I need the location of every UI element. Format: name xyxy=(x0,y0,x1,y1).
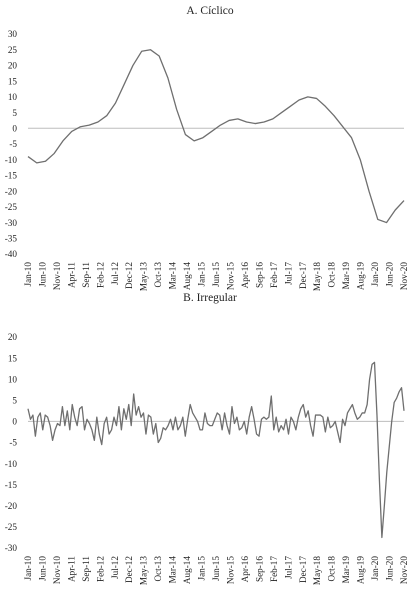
x-tick-label: Jan-20 xyxy=(370,262,380,287)
y-tick-label: -20 xyxy=(5,186,18,196)
x-tick-label: Oct-18 xyxy=(327,556,337,582)
x-tick-label: Dec-12 xyxy=(124,262,134,289)
x-tick-label: Sep-16 xyxy=(254,556,264,582)
x-tick-label: Mar-14 xyxy=(168,262,178,290)
y-tick-label: 20 xyxy=(8,61,18,71)
y-tick-label: 25 xyxy=(8,45,18,55)
x-tick-label: Mar-14 xyxy=(168,556,178,584)
x-tick-label: Jan-10 xyxy=(23,556,33,581)
x-tick-label: Jul-12 xyxy=(110,262,120,285)
x-tick-label: Feb-12 xyxy=(95,262,105,288)
y-tick-label: -10 xyxy=(5,155,18,165)
x-tick-label: Jun-20 xyxy=(385,556,395,581)
y-tick-label: -5 xyxy=(9,139,17,149)
y-tick-label: -25 xyxy=(5,522,18,532)
x-tick-label: Jan-20 xyxy=(370,556,380,581)
x-tick-label: Feb-17 xyxy=(269,556,279,582)
x-tick-label: Sep-11 xyxy=(81,262,91,288)
y-tick-label: 5 xyxy=(12,108,17,118)
series-line-cyclical xyxy=(27,49,405,224)
x-tick-label: Aug-19 xyxy=(356,262,366,290)
x-tick-label: Nov-15 xyxy=(226,556,236,584)
x-tick-label: May-18 xyxy=(312,556,322,585)
x-tick-label: Apr-11 xyxy=(66,556,76,582)
x-tick-label: Apr-16 xyxy=(240,262,250,289)
x-tick-label: Jun-10 xyxy=(38,262,48,287)
y-tick-label: -35 xyxy=(5,234,18,244)
series-line-irregular xyxy=(27,361,405,539)
x-axis-ticks: Jan-10 Jun-10 Nov-10 Apr-11 Sep-11 Feb-12 Jul-… xyxy=(23,556,409,586)
y-axis-ticks: 20 15 10 5 0 -5 -10 -15 -20 -25 -30 xyxy=(5,332,18,553)
x-tick-label: Oct-18 xyxy=(327,262,337,288)
x-tick-label: Jan-15 xyxy=(197,262,207,287)
y-tick-label: 10 xyxy=(8,92,18,102)
panel-cyclical: A. Cíclico 30 25 20 15 10 5 0 -5 -10 -15 -20 -25 -30… xyxy=(5,5,409,291)
x-tick-label: Aug-14 xyxy=(182,262,192,290)
x-tick-label: Nov-20 xyxy=(399,556,409,584)
y-tick-label: -15 xyxy=(5,171,18,181)
x-tick-label: Apr-11 xyxy=(66,262,76,288)
y-tick-label: -20 xyxy=(5,501,18,511)
x-tick-label: Jul-17 xyxy=(283,556,293,579)
chart-title: A. Cíclico xyxy=(186,5,234,17)
x-tick-label: May-18 xyxy=(312,262,322,291)
x-tick-label: Oct-13 xyxy=(153,556,163,582)
y-tick-label: 30 xyxy=(8,29,18,39)
y-tick-label: 20 xyxy=(8,332,18,342)
x-tick-label: Nov-10 xyxy=(52,556,62,584)
y-tick-label: -25 xyxy=(5,202,18,212)
y-tick-label: 10 xyxy=(8,374,18,384)
y-tick-label: 0 xyxy=(12,124,17,134)
x-tick-label: May-13 xyxy=(139,262,149,291)
x-tick-label: Aug-19 xyxy=(356,556,366,584)
y-tick-label: -15 xyxy=(5,480,18,490)
chart-title: B. Irregular xyxy=(183,292,237,304)
x-tick-label: Jun-10 xyxy=(38,556,48,581)
x-tick-label: Aug-14 xyxy=(182,556,192,584)
x-tick-label: Jul-12 xyxy=(110,556,120,579)
x-tick-label: Feb-17 xyxy=(269,262,279,288)
x-tick-label: Sep-16 xyxy=(254,262,264,288)
y-axis-ticks: 30 25 20 15 10 5 0 -5 -10 -15 -20 -25 -30 -35 -40 xyxy=(5,29,18,259)
x-tick-label: Feb-12 xyxy=(95,556,105,582)
y-tick-label: 0 xyxy=(12,417,17,427)
panel-irregular: B. Irregular 20 15 10 5 0 -5 -10 -15 -20 -25 -30 J… xyxy=(5,292,409,585)
y-tick-label: -10 xyxy=(5,459,18,469)
x-tick-label: Jan-15 xyxy=(197,556,207,581)
y-tick-label: -5 xyxy=(9,438,17,448)
x-tick-label: Jan-10 xyxy=(23,262,33,287)
x-tick-label: Dec-12 xyxy=(124,556,134,583)
x-tick-label: Nov-20 xyxy=(399,262,409,290)
x-tick-label: Dec-17 xyxy=(298,262,308,289)
x-tick-label: Mar-19 xyxy=(341,556,351,584)
x-tick-label: Mar-19 xyxy=(341,262,351,290)
x-tick-label: Oct-13 xyxy=(153,262,163,288)
x-tick-label: Apr-16 xyxy=(240,556,250,583)
x-tick-label: Jun-15 xyxy=(211,556,221,581)
y-tick-label: 15 xyxy=(8,353,18,363)
y-tick-label: -30 xyxy=(5,543,18,553)
x-tick-label: Sep-11 xyxy=(81,556,91,582)
y-tick-label: -40 xyxy=(5,249,18,259)
x-tick-label: Jun-15 xyxy=(211,262,221,287)
y-tick-label: 5 xyxy=(12,396,17,406)
y-tick-label: 15 xyxy=(8,76,18,86)
x-axis-ticks: Jan-10 Jun-10 Nov-10 Apr-11 Sep-11 Feb-12 Jul-… xyxy=(23,262,409,292)
x-tick-label: Jul-17 xyxy=(283,262,293,285)
y-tick-label: -30 xyxy=(5,218,18,228)
x-tick-label: Nov-10 xyxy=(52,262,62,290)
x-tick-label: May-13 xyxy=(139,556,149,585)
x-tick-label: Jun-20 xyxy=(385,262,395,287)
x-tick-label: Dec-17 xyxy=(298,556,308,583)
x-tick-label: Nov-15 xyxy=(226,262,236,290)
